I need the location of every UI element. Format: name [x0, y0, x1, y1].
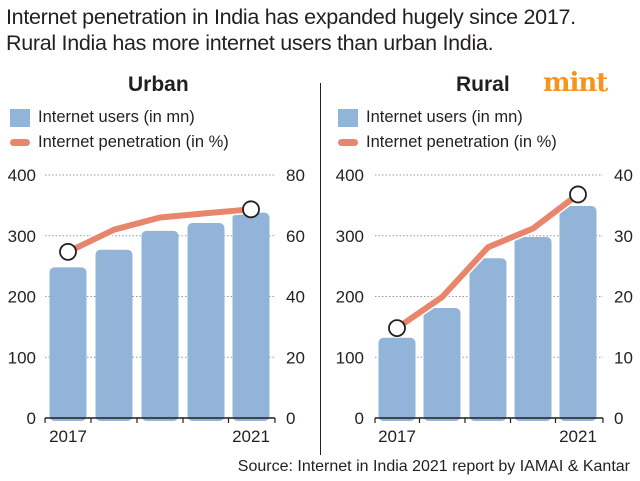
bar-2017 — [378, 337, 416, 421]
legend-item-penetration: Internet penetration (in %) — [10, 130, 229, 155]
penetration-line — [66, 206, 252, 255]
y-right-tick-label: 60 — [286, 227, 305, 246]
mint-logo: mint — [543, 68, 608, 98]
legend-label: Internet users (in mn) — [38, 108, 195, 126]
line-point-2017 — [388, 319, 406, 337]
line-point-2021 — [569, 185, 587, 204]
y-left-tick-label: 0 — [355, 409, 364, 428]
y-right-tick-label: 80 — [286, 166, 305, 185]
headline-line-1: Internet penetration in India has expand… — [6, 5, 576, 29]
legend-item-users: Internet users (in mn) — [338, 105, 557, 130]
x-tick-label: 2021 — [559, 427, 597, 446]
y-left-tick-label: 300 — [8, 227, 36, 246]
bar-swatch-icon — [338, 108, 358, 127]
bar-2020 — [514, 236, 552, 421]
legend-label: Internet users (in mn) — [366, 108, 523, 126]
bar-2020 — [187, 222, 225, 421]
headline: Internet penetration in India has expand… — [6, 4, 576, 56]
legend-label: Internet penetration (in %) — [366, 133, 557, 151]
y-right-tick-label: 40 — [286, 288, 305, 307]
line-point-2017 — [59, 242, 77, 261]
y-right-tick-label: 0 — [614, 409, 623, 428]
legend-label: Internet penetration (in %) — [38, 133, 229, 151]
bar-swatch-icon — [10, 108, 30, 127]
chart-urban: 0 0 100 20 200 40 300 60 400 80 2017 2021 — [8, 166, 305, 446]
y-left-tick-label: 100 — [336, 348, 364, 367]
line-point-2021 — [242, 200, 260, 219]
bar-2021 — [232, 212, 270, 421]
y-right-tick-label: 10 — [614, 348, 633, 367]
y-right-tick-label: 40 — [614, 166, 633, 185]
y-left-tick-label: 0 — [27, 409, 36, 428]
bar-2018 — [423, 308, 461, 421]
y-right-tick-label: 20 — [614, 288, 633, 307]
urban-legend: Internet users (in mn) Internet penetrat… — [10, 105, 229, 155]
x-tick-label: 2017 — [378, 427, 416, 446]
y-right-tick-label: 0 — [286, 409, 295, 428]
y-left-tick-label: 200 — [336, 288, 364, 307]
headline-line-2: Rural India has more internet users than… — [6, 31, 494, 55]
urban-title: Urban — [128, 73, 189, 96]
y-left-tick-label: 400 — [8, 166, 36, 185]
y-right-tick-label: 20 — [286, 348, 305, 367]
line-swatch-icon — [338, 139, 358, 146]
y-left-tick-label: 200 — [8, 288, 36, 307]
y-left-tick-label: 300 — [336, 227, 364, 246]
legend-item-users: Internet users (in mn) — [10, 105, 229, 130]
bar-2019 — [469, 258, 507, 421]
y-left-tick-label: 100 — [8, 348, 36, 367]
x-tick-label: 2021 — [232, 427, 270, 446]
x-tick-label: 2017 — [49, 427, 87, 446]
panel-divider — [320, 83, 321, 455]
source-note: Source: Internet in India 2021 report by… — [237, 458, 630, 475]
penetration-line — [395, 192, 580, 331]
rural-legend: Internet users (in mn) Internet penetrat… — [338, 105, 557, 155]
bar-2018 — [95, 249, 133, 421]
rural-title: Rural — [456, 73, 510, 96]
bar-2017 — [49, 267, 87, 421]
y-right-tick-label: 30 — [614, 227, 633, 246]
chart-rural: 0 0 100 10 200 20 300 30 400 40 2017 2021 — [336, 166, 633, 446]
bar-2019 — [141, 230, 179, 421]
bar-2021 — [559, 205, 597, 421]
line-swatch-icon — [10, 139, 30, 146]
y-left-tick-label: 400 — [336, 166, 364, 185]
legend-item-penetration: Internet penetration (in %) — [338, 130, 557, 155]
